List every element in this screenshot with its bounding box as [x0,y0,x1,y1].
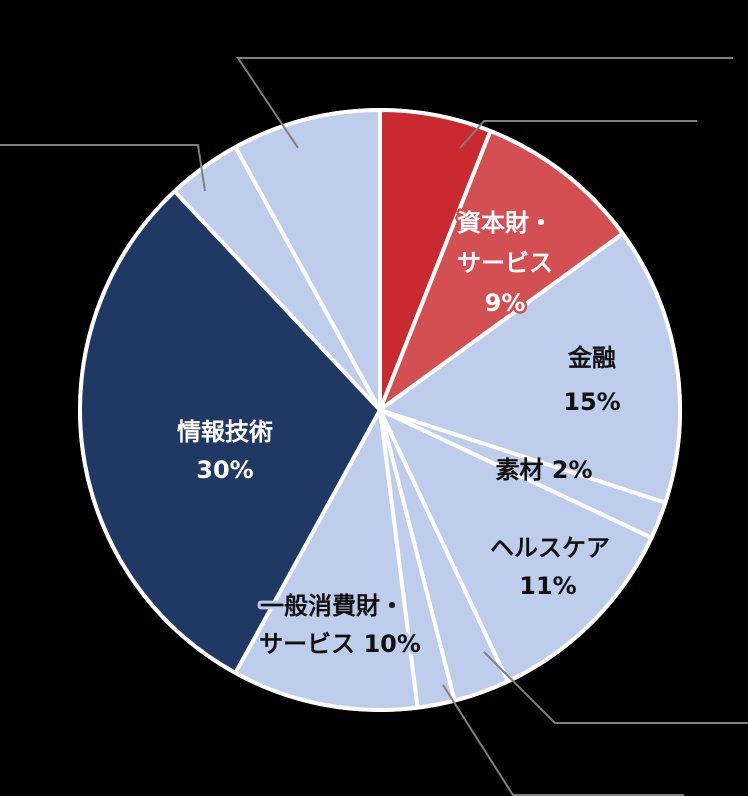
label-financials-name: 金融 [567,344,616,372]
pie-slice-7 [233,408,420,712]
leader-line-top-red [459,120,697,149]
label-consumer-discretionary: 一般消費財・ サービス 10% [256,589,424,661]
pie-slice-2 [378,231,682,505]
label-information-technology: 情報技術 30% [177,418,273,484]
label-materials-text: 素材 2% [495,456,592,484]
leader-line-top [236,57,733,149]
pie-slice-unlabeled-10 [233,108,382,412]
label-financials-value: 15% [563,388,620,416]
label-financials: 金融 15% [563,344,620,416]
label-materials: 素材 2% [495,456,592,484]
leader-line-bottom [442,684,684,796]
label-information-technology-name: 情報技術 [177,418,273,446]
leader-line-top-left [0,144,206,192]
label-healthcare: ヘルスケア 11% [490,534,610,600]
label-healthcare-name: ヘルスケア [490,534,610,562]
label-information-technology-value: 30% [196,456,253,484]
pie-slice-1 [378,129,625,412]
label-capital-goods-line1: 資本財・ [457,209,553,237]
pie-slice-8 [78,189,382,675]
label-consumer-discretionary-line2: サービス 10% [259,630,421,658]
label-healthcare-value: 11% [519,572,576,600]
label-capital-goods: 資本財・ サービス 9% [455,207,556,320]
label-capital-goods-value: 9% [485,289,526,317]
leader-line-bottom-right [483,651,748,724]
label-consumer-discretionary-line1: 一般消費財・ [260,592,404,620]
leader-lines [0,57,748,796]
pie-slice-4 [378,408,654,684]
pie-slices [78,108,682,712]
label-capital-goods-line2: サービス [457,249,553,277]
